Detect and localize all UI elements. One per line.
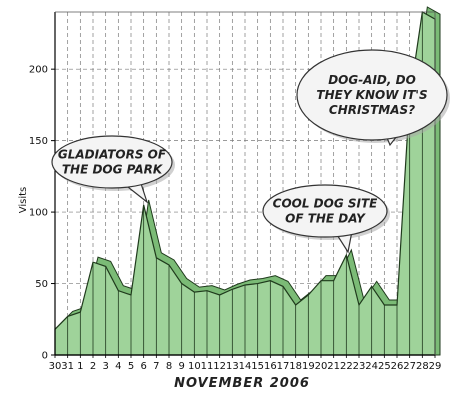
bubble-text-line: DOG-AID, DO [328, 73, 416, 87]
x-tick-label: 22 [340, 361, 353, 372]
y-axis-label: Visits [18, 187, 29, 214]
x-tick-label: 2 [90, 361, 96, 372]
x-tick-label: 24 [365, 361, 378, 372]
x-tick-label: 18 [289, 361, 302, 372]
bubble-text-line: THEY KNOW IT'S [316, 88, 427, 102]
bubble-seam [121, 175, 139, 181]
y-tick-label: 0 [42, 351, 48, 362]
x-tick-label: 29 [429, 361, 442, 372]
bubble-text-line: COOL DOG SITE [273, 197, 379, 211]
x-tick-label: 4 [115, 361, 121, 372]
x-tick-labels: 30 31 1 2 3 4 5 6 7 8 9 10 11 12 13 14 15 16 17 18 19 20 21 22 2… [49, 361, 442, 372]
x-tick-label: 7 [153, 361, 159, 372]
area-fill [54, 11, 436, 356]
x-tick-label: 14 [239, 361, 252, 372]
bubble-text-line: CHRISTMAS? [329, 103, 415, 117]
x-tick-label: 28 [416, 361, 429, 372]
y-tick-label: 150 [29, 136, 48, 147]
x-tick-label: 10 [188, 361, 201, 372]
x-tick-label: 30 [49, 361, 62, 372]
x-tick-label: 31 [61, 361, 74, 372]
x-tick-label: 3 [102, 361, 108, 372]
y-tick-label: 200 [29, 65, 48, 76]
x-tick-label: 19 [302, 361, 315, 372]
x-tick-label: 12 [213, 361, 226, 372]
x-tick-label: 25 [378, 361, 391, 372]
x-tick-label: 20 [315, 361, 328, 372]
bubble-text-line: THE DOG PARK [62, 163, 164, 177]
y-tick-label: 100 [29, 208, 48, 219]
bubble-body [296, 49, 448, 141]
x-axis-label: NOVEMBER 2006 [174, 376, 310, 391]
x-tick-label: 17 [277, 361, 290, 372]
x-tick-label: 11 [201, 361, 214, 372]
y-tick-labels: 0 50 100 150 200 [29, 65, 48, 362]
x-tick-label: 26 [391, 361, 404, 372]
x-tick-label: 5 [128, 361, 134, 372]
x-tick-label: 8 [166, 361, 172, 372]
x-tick-label: 23 [353, 361, 366, 372]
bubble-seam [335, 224, 353, 230]
x-tick-label: 27 [403, 361, 416, 372]
x-tick-label: 1 [77, 361, 83, 372]
x-tick-label: 15 [251, 361, 264, 372]
x-tick-label: 16 [264, 361, 277, 372]
bubble-seam [384, 122, 405, 129]
axes [51, 11, 436, 358]
x-tick-label: 13 [226, 361, 239, 372]
x-tick-label: 9 [178, 361, 184, 372]
bubble-body [262, 184, 388, 238]
bubble-body [51, 135, 173, 189]
y-tick-label: 50 [35, 279, 48, 290]
x-tick-label: 6 [140, 361, 146, 372]
bubble-text-line: GLADIATORS OF [58, 148, 167, 162]
x-tick-label: 21 [327, 361, 340, 372]
bubble-text-line: OF THE DAY [285, 212, 366, 226]
